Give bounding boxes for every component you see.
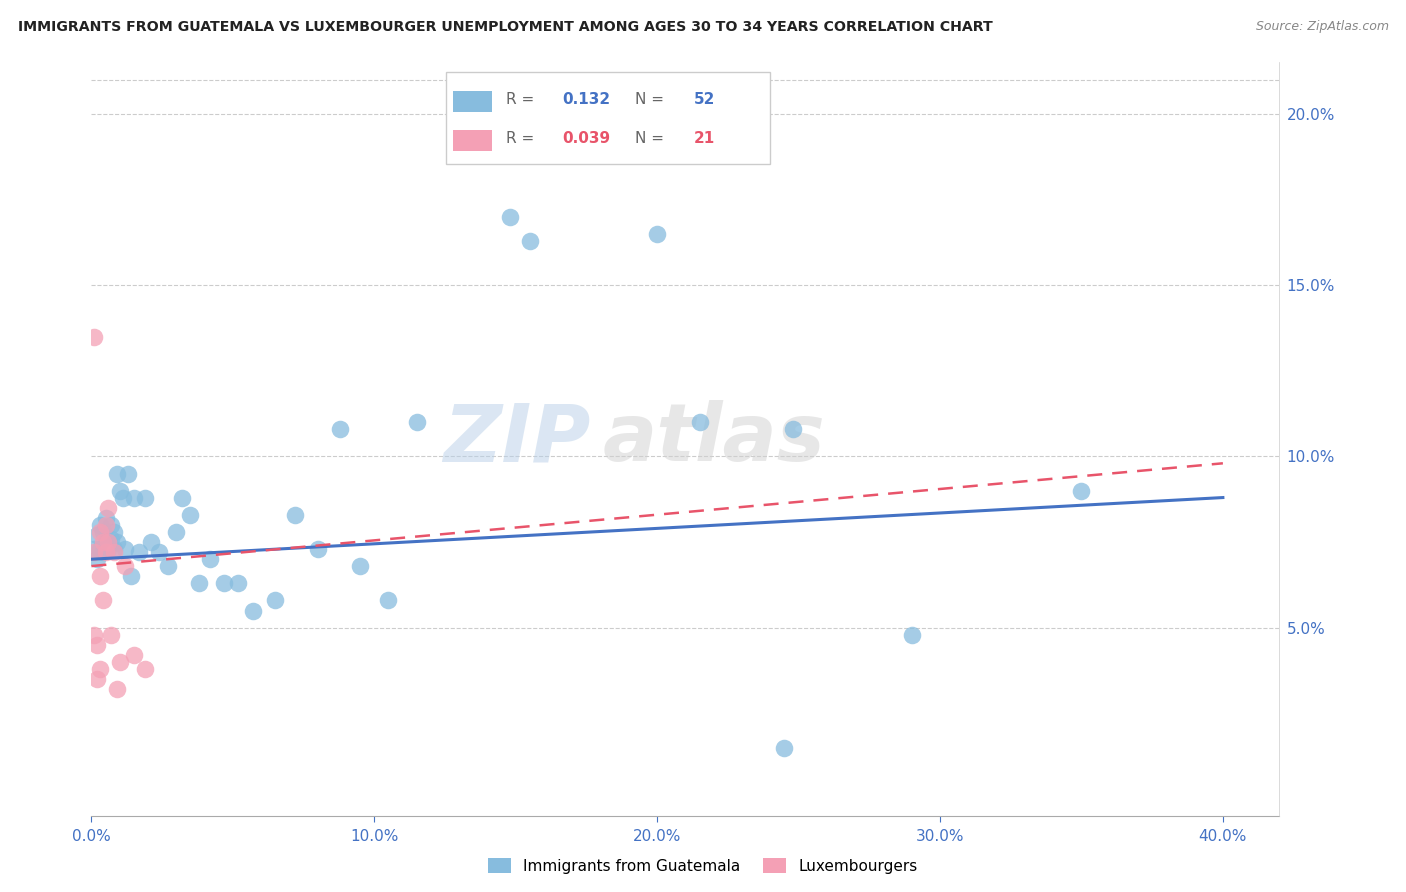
Text: R =: R = (506, 131, 534, 146)
Point (100, 627, 122, 641)
Text: R =: R = (506, 92, 534, 107)
Point (108, 483, 131, 498)
Point (519, 234, 541, 248)
Point (134, 491, 156, 505)
Point (122, 491, 145, 505)
Point (86, 552, 108, 566)
Text: atlas: atlas (602, 401, 825, 478)
Point (120, 569, 142, 583)
Point (134, 662, 156, 676)
Point (97, 535, 120, 549)
Point (114, 559, 136, 574)
Point (86, 528, 108, 542)
Legend: Immigrants from Guatemala, Luxembourgers: Immigrants from Guatemala, Luxembourgers (482, 852, 924, 880)
Point (242, 604, 264, 618)
Point (264, 593, 287, 607)
Point (156, 559, 179, 574)
Point (773, 740, 796, 755)
Point (94, 518, 117, 533)
Point (97, 541, 120, 556)
Point (128, 545, 150, 559)
Point (83, 541, 105, 556)
Bar (453, 91, 492, 112)
Point (179, 508, 201, 522)
Point (89, 541, 111, 556)
Point (97, 500, 120, 515)
Point (103, 545, 125, 559)
Point (97, 535, 120, 549)
Point (689, 415, 711, 429)
Point (105, 535, 128, 549)
Point (86, 638, 108, 652)
Text: N =: N = (634, 92, 664, 107)
Bar (453, 130, 492, 151)
Point (111, 491, 134, 505)
Point (94, 535, 117, 549)
Point (170, 491, 193, 505)
Point (89, 518, 111, 533)
Point (148, 545, 170, 559)
Point (139, 535, 162, 549)
Text: 0.039: 0.039 (562, 131, 610, 146)
Point (187, 576, 209, 591)
Point (165, 524, 187, 539)
Point (108, 655, 131, 669)
Point (91, 535, 114, 549)
Point (307, 541, 329, 556)
Point (329, 422, 352, 436)
Point (228, 576, 250, 591)
Point (91, 524, 114, 539)
Point (349, 559, 371, 574)
Point (782, 422, 804, 436)
Point (94, 545, 117, 559)
Text: 21: 21 (695, 131, 716, 146)
Point (105, 682, 128, 697)
Text: 0.132: 0.132 (562, 92, 610, 107)
Point (91, 545, 114, 559)
Point (117, 467, 139, 481)
Point (89, 662, 111, 676)
Text: ZIP: ZIP (443, 401, 591, 478)
Text: Source: ZipAtlas.com: Source: ZipAtlas.com (1256, 20, 1389, 33)
Text: N =: N = (634, 131, 664, 146)
Point (200, 552, 222, 566)
Point (83, 329, 105, 343)
Point (91, 593, 114, 607)
Text: IMMIGRANTS FROM GUATEMALA VS LUXEMBOURGER UNEMPLOYMENT AMONG AGES 30 TO 34 YEARS: IMMIGRANTS FROM GUATEMALA VS LUXEMBOURGE… (18, 20, 993, 34)
Point (100, 532, 122, 546)
Point (1070, 483, 1092, 498)
FancyBboxPatch shape (446, 72, 770, 164)
Point (100, 518, 122, 533)
Point (900, 627, 922, 641)
Point (284, 508, 307, 522)
Point (86, 672, 108, 686)
Text: 52: 52 (695, 92, 716, 107)
Point (94, 511, 117, 525)
Point (89, 569, 111, 583)
Point (83, 545, 105, 559)
Point (103, 541, 125, 556)
Point (499, 210, 522, 224)
Point (105, 467, 128, 481)
Point (94, 541, 117, 556)
Point (377, 593, 399, 607)
Point (103, 524, 125, 539)
Point (89, 524, 111, 539)
Point (405, 415, 427, 429)
Point (83, 627, 105, 641)
Point (214, 576, 236, 591)
Point (122, 648, 145, 662)
Point (645, 227, 668, 241)
Point (114, 541, 136, 556)
